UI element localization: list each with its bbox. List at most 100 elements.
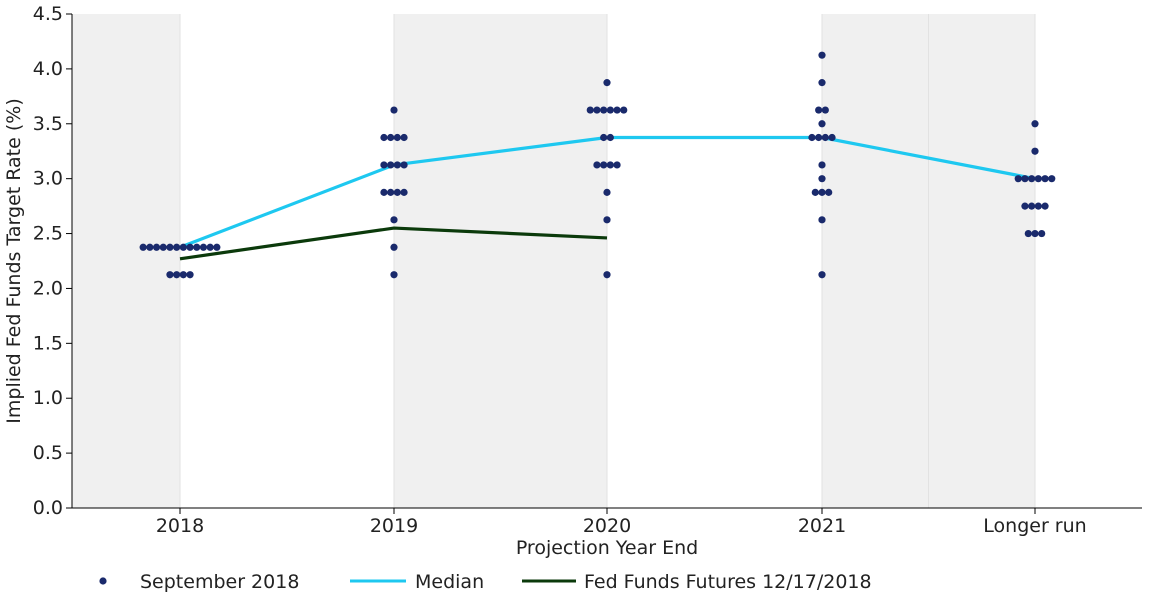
dot-point	[821, 133, 829, 142]
dot-point	[390, 216, 398, 224]
dot-point	[179, 271, 187, 279]
dot-point	[593, 106, 601, 114]
dot-point	[152, 243, 161, 251]
y-ticks: 0.0 0.5 1.0 1.5 2.0 2.5 3.0 3.5 4.0 4.5	[33, 3, 72, 519]
dot-point	[1028, 175, 1036, 183]
dot-point	[393, 188, 401, 196]
dot-point	[818, 188, 826, 196]
x-tick-label: Longer run	[983, 515, 1086, 537]
y-tick-label: 1.5	[33, 332, 63, 354]
dot-point	[387, 133, 395, 142]
dot-point	[815, 106, 823, 114]
dot-point	[808, 133, 816, 142]
dot-point	[603, 79, 611, 87]
dot-point	[186, 271, 194, 279]
dot-point	[600, 133, 608, 142]
legend-label-median: Median	[415, 571, 484, 593]
dot-point	[390, 243, 398, 251]
band-shaded	[394, 14, 607, 508]
dot-point	[173, 243, 181, 251]
dot-point	[173, 271, 181, 279]
dot-point	[620, 106, 628, 114]
september-2018-dots	[139, 51, 1056, 279]
dot-point	[593, 161, 601, 169]
dot-point	[380, 161, 388, 169]
dot-point	[166, 271, 174, 279]
dot-point	[393, 133, 401, 142]
dot-point	[1024, 229, 1032, 238]
dot-point	[393, 161, 401, 169]
dot-point	[380, 133, 388, 142]
y-tick-label: 4.5	[33, 3, 63, 25]
y-tick-label: 0.0	[33, 497, 63, 519]
y-axis-title: Implied Fed Funds Target Rate (%)	[3, 98, 25, 423]
dot-point	[818, 161, 826, 169]
dot-point	[818, 51, 826, 59]
x-tick-label: 2019	[370, 515, 418, 537]
dot-point	[166, 243, 174, 251]
legend-label-fed-funds-futures: Fed Funds Futures 12/17/2018	[584, 571, 872, 593]
y-tick-label: 1.0	[33, 387, 63, 409]
dot-point	[1041, 202, 1049, 210]
dot-point	[387, 188, 395, 196]
dot-point	[1021, 202, 1029, 210]
dot-point	[186, 243, 194, 251]
dot-point	[818, 271, 826, 279]
dot-point	[400, 188, 408, 196]
dot-point	[390, 106, 398, 114]
dot-point	[828, 133, 836, 142]
y-tick-label: 4.0	[33, 58, 63, 80]
dot-point	[600, 161, 608, 169]
dot-point	[1034, 202, 1042, 210]
dot-point	[179, 243, 187, 251]
legend: September 2018 Median Fed Funds Futures …	[99, 571, 872, 593]
dot-point	[1028, 202, 1036, 210]
vertical-gridlines	[179, 14, 1036, 508]
x-tick-label: 2020	[583, 515, 631, 537]
dot-point	[600, 106, 608, 114]
dot-point	[818, 216, 826, 224]
dot-point	[1031, 229, 1039, 238]
x-ticks: 2018 2019 2020 2021 Longer run	[156, 508, 1087, 537]
dot-point	[603, 216, 611, 224]
dot-point	[193, 243, 201, 251]
band-shaded	[72, 14, 180, 508]
y-tick-label: 3.0	[33, 168, 63, 190]
y-tick-label: 0.5	[33, 442, 63, 464]
dot-point	[818, 79, 826, 87]
dot-point	[1041, 175, 1049, 183]
dot-point	[400, 161, 408, 169]
y-tick-label: 3.5	[33, 113, 63, 135]
y-tick-label: 2.5	[33, 223, 63, 245]
dot-point	[213, 243, 221, 251]
dot-point	[1014, 175, 1022, 183]
dot-point	[1031, 147, 1039, 155]
dot-point	[811, 188, 819, 196]
dot-point	[606, 106, 614, 114]
dot-point	[821, 106, 829, 114]
dot-point	[606, 161, 614, 169]
y-tick-label: 2.0	[33, 277, 63, 299]
dot-point	[603, 271, 611, 279]
dot-point	[1048, 175, 1056, 183]
dot-point	[586, 106, 594, 114]
dot-point	[1038, 229, 1046, 238]
dot-point	[1031, 120, 1039, 128]
legend-dot-marker	[99, 577, 107, 585]
dot-point	[825, 188, 833, 196]
dot-point	[146, 243, 154, 251]
dot-point	[159, 243, 167, 251]
x-tick-label: 2021	[798, 515, 846, 537]
dot-point	[390, 271, 398, 279]
dot-point	[199, 243, 208, 251]
dot-point	[613, 161, 621, 169]
dot-point	[1034, 175, 1042, 183]
dot-point	[818, 175, 826, 183]
dot-point	[139, 243, 147, 251]
dot-point	[206, 243, 214, 251]
dot-point	[603, 188, 611, 196]
dot-point	[380, 188, 388, 196]
dot-point	[387, 161, 395, 169]
background-bands	[72, 14, 1035, 508]
